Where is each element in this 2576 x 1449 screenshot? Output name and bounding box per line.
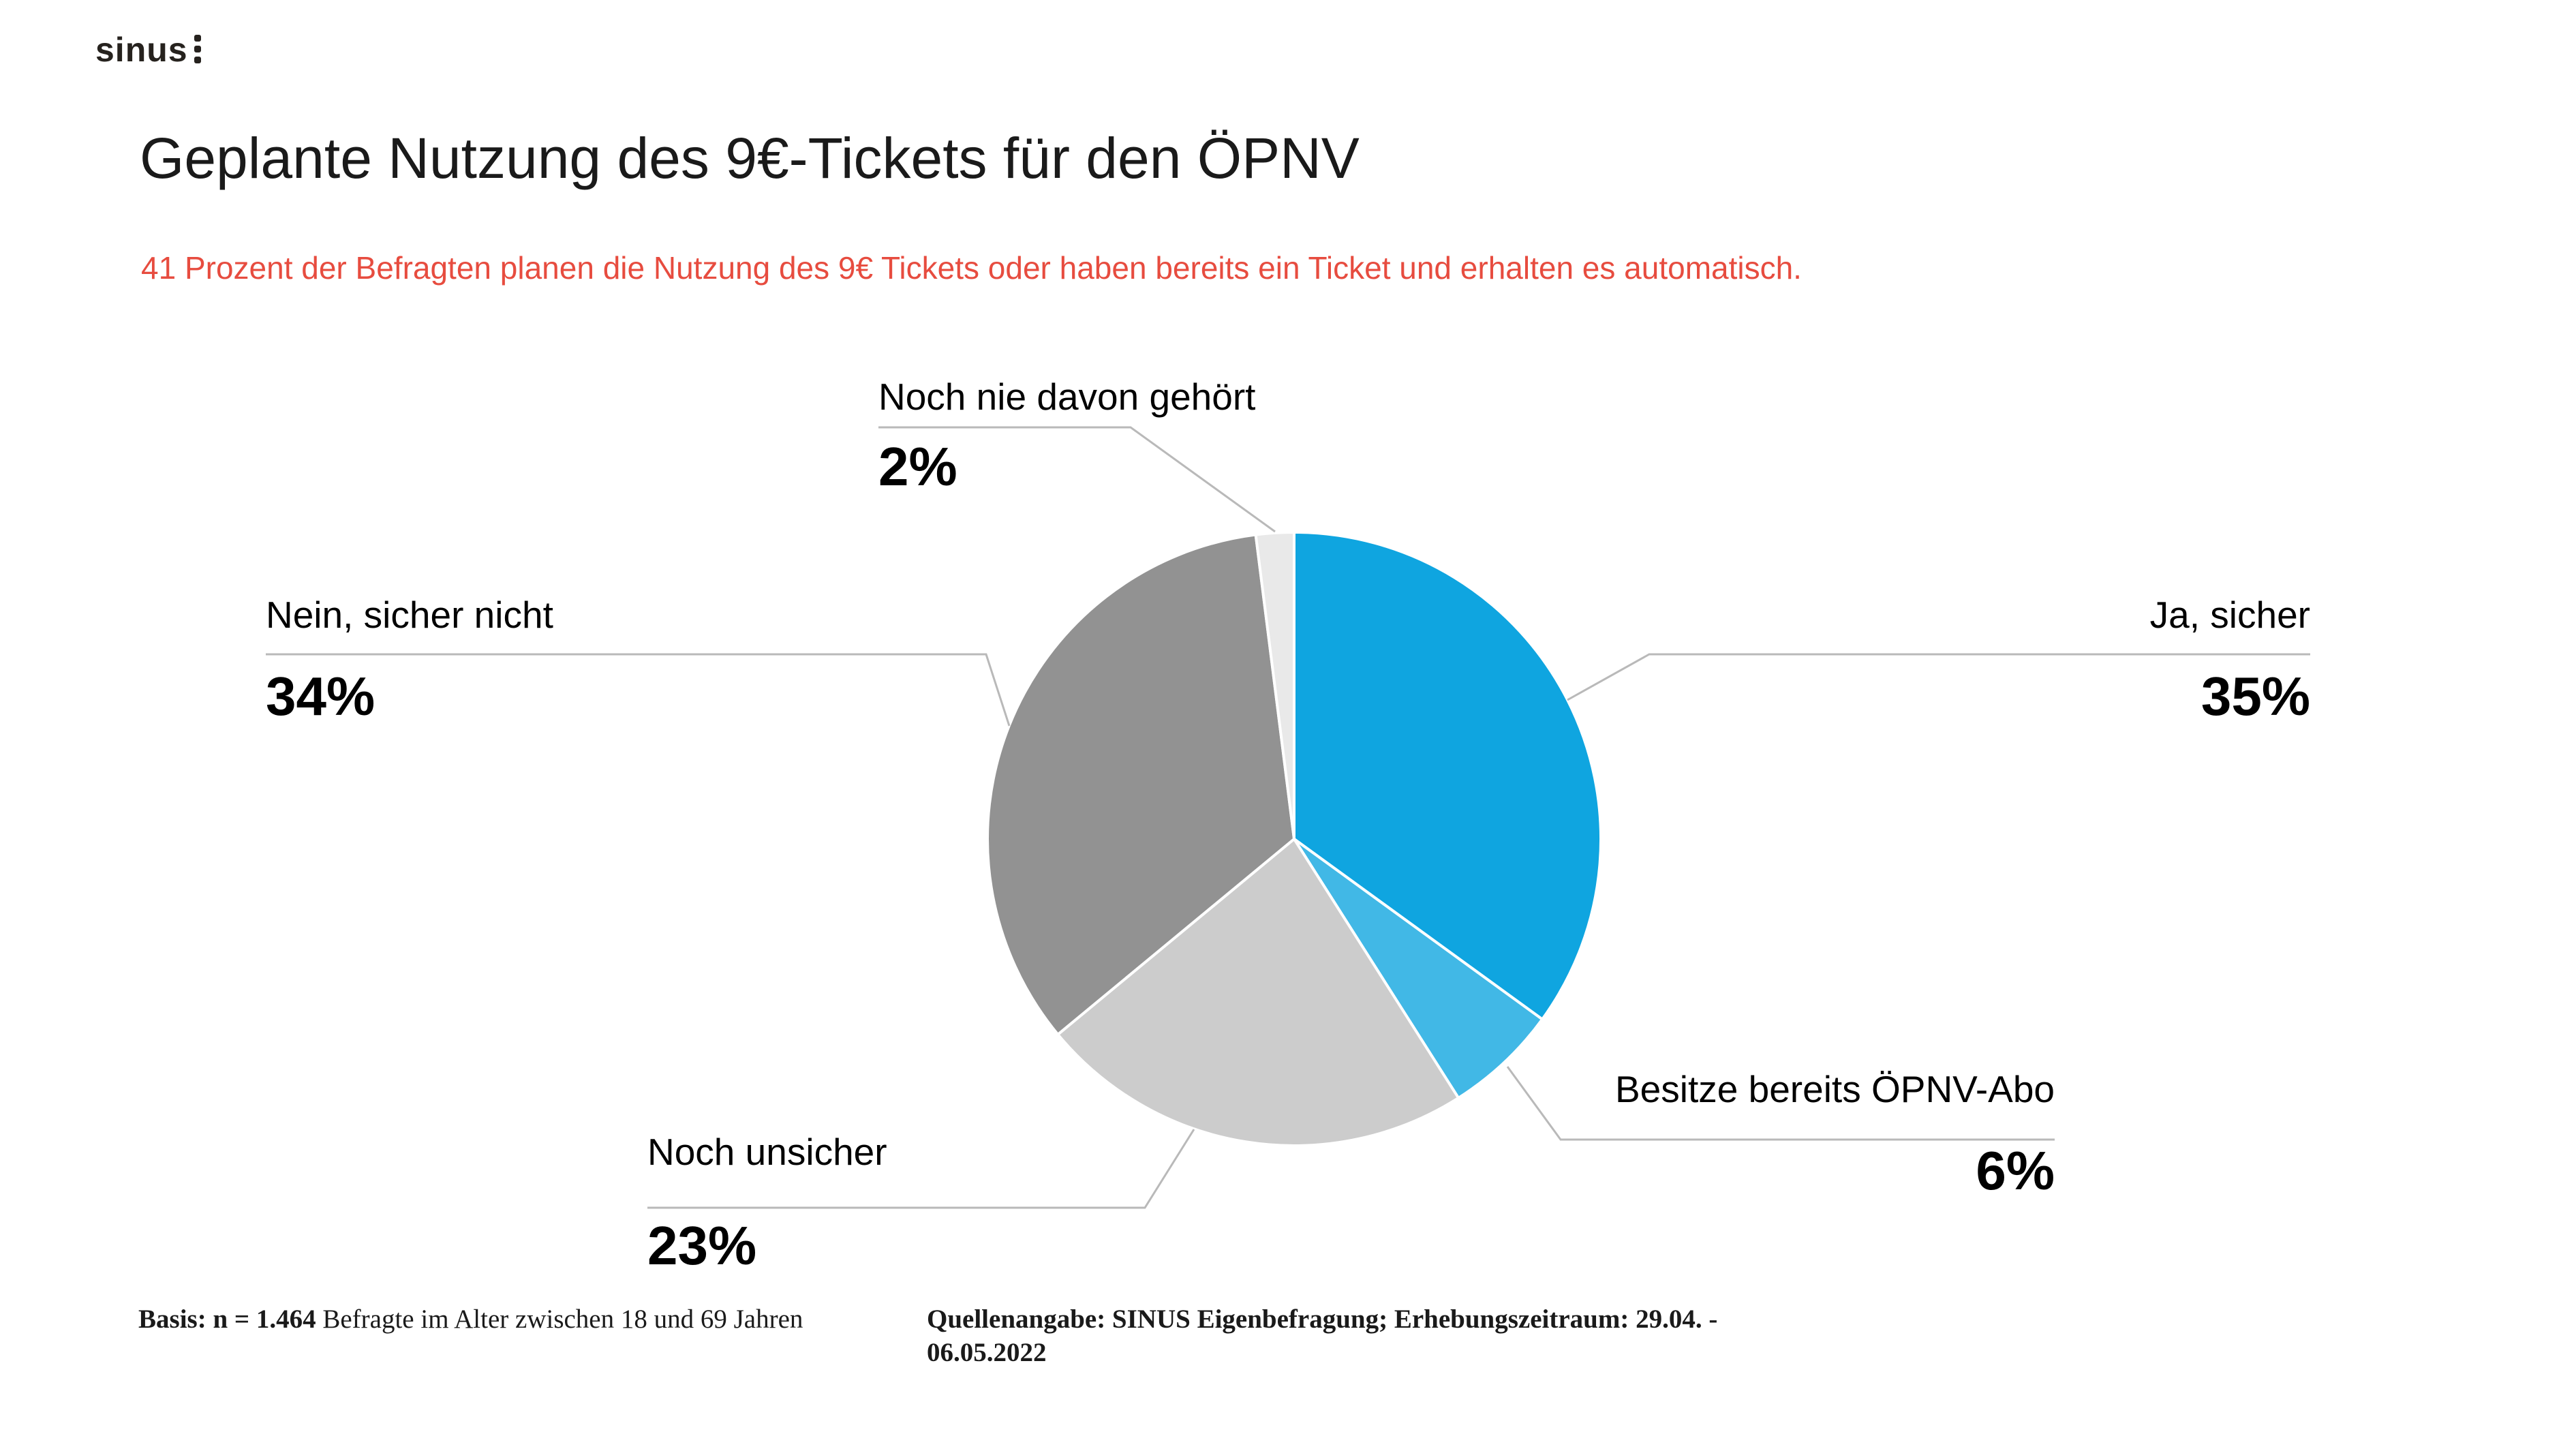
page-title: Geplante Nutzung des 9€-Tickets für den … [140, 126, 1360, 190]
leader-line [1506, 1066, 2055, 1141]
page-subtitle: 41 Prozent der Befragten planen die Nutz… [141, 250, 1802, 286]
brand-logo-text: sinus [95, 31, 188, 69]
label-noch-unsicher: Noch unsicher [647, 1131, 887, 1173]
pie-slice [1254, 530, 1295, 840]
label-besitze-oepnv-abo: Besitze bereits ÖPNV-Abo [1614, 1068, 2055, 1110]
leader-line [647, 1129, 1195, 1209]
label-ja-sicher: Ja, sicher [2149, 594, 2310, 636]
pie-slice [1056, 838, 1460, 1147]
leader-line [266, 653, 1011, 727]
pie-slice [1293, 838, 1544, 1099]
leader-line [1567, 653, 2310, 701]
footer-basis-rest: Befragte im Alter zwischen 18 und 69 Jah… [316, 1305, 803, 1334]
footer-basis-bold: Basis: n = 1.464 [138, 1305, 316, 1334]
label-nein-sicher-nicht: Nein, sicher nicht [266, 594, 553, 636]
footer-source-line1: Quellenangabe: SINUS Eigenbefragung; Erh… [927, 1305, 1718, 1334]
pct-nein-sicher-nicht: 34% [266, 666, 375, 727]
logo-colon-icon [194, 35, 201, 63]
footer-basis: Basis: n = 1.464 Befragte im Alter zwisc… [138, 1303, 803, 1337]
pct-besitze-oepnv-abo: 6% [1976, 1140, 2055, 1201]
label-noch-nie-davon-gehoert: Noch nie davon gehört [878, 376, 1256, 418]
pct-ja-sicher: 35% [2201, 666, 2310, 727]
leader-line [878, 426, 1276, 533]
footer-source-line2: 06.05.2022 [927, 1337, 1047, 1367]
pie-slice [986, 533, 1295, 1036]
pct-noch-unsicher: 23% [647, 1215, 757, 1276]
brand-logo: sinus [95, 33, 201, 67]
footer-source: Quellenangabe: SINUS Eigenbefragung; Erh… [927, 1303, 1731, 1370]
pct-noch-nie-davon-gehoert: 2% [878, 436, 957, 497]
